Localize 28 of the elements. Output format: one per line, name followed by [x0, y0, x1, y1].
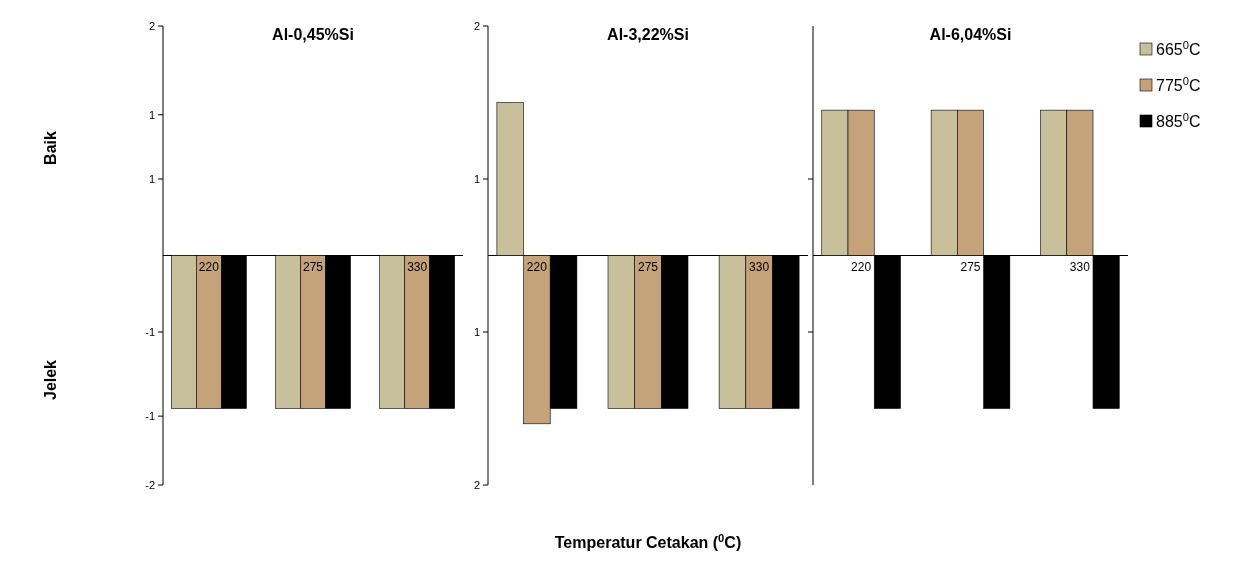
- y-tick-label: 2: [473, 19, 480, 32]
- y-tick-label: -1: [145, 325, 155, 338]
- text: Jelek: [42, 359, 59, 401]
- legend-label: 775$^{0}$C: [1156, 75, 1201, 94]
- x-tick-label: 275: [960, 259, 981, 274]
- text: Baik: [42, 131, 59, 165]
- y-tick-label: 1: [148, 108, 155, 121]
- x-tick-label: 330: [1069, 259, 1091, 274]
- x-tick-label: 275: [302, 259, 324, 274]
- chart-title: Al-0,45%Si: [272, 26, 354, 43]
- chart-title: Al-3,22%Si: [607, 26, 689, 43]
- y-tick-label: 1: [148, 172, 155, 185]
- y-tick-label: 1: [473, 172, 480, 185]
- x-tick-label: 330: [749, 259, 770, 274]
- legend-label: 665$^{0}$C: [1156, 39, 1201, 58]
- chart-title: Al-6,04%Si: [929, 26, 1012, 43]
- x-tick-label: 220: [851, 259, 872, 274]
- y-tick-label: -2: [145, 478, 155, 491]
- x-tick-label: 220: [198, 259, 220, 274]
- y-tick-label: 2: [148, 19, 155, 32]
- y-tick-label: -1: [145, 410, 155, 422]
- x-tick-label: 275: [637, 259, 659, 274]
- x-axis-title: Temperatur Cetakan ($^{0}$C): [554, 532, 742, 551]
- x-tick-label: 220: [526, 259, 548, 274]
- x-tick-label: 330: [407, 259, 428, 274]
- legend-label: 885$^{0}$C: [1156, 111, 1201, 130]
- y-tick-label: 2: [473, 478, 480, 491]
- y-tick-label: 1: [473, 325, 480, 338]
